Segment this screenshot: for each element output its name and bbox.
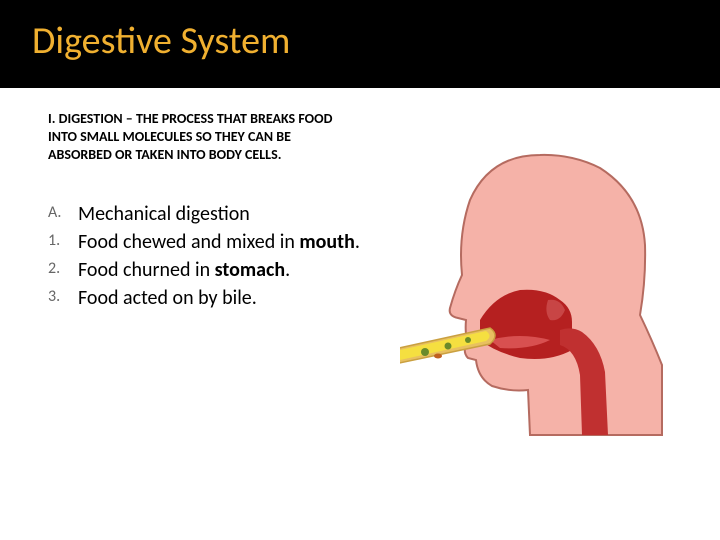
mechanical-digestion-list: A. Mechanical digestion 1. Food chewed a… [48, 201, 380, 311]
list-item-text: Mechanical digestion [78, 201, 250, 227]
list-item: 1. Food chewed and mixed in mouth. [48, 229, 380, 255]
list-marker: A. [48, 201, 78, 227]
list-item-text: Food acted on by bile. [78, 285, 257, 311]
head-skin-icon [450, 155, 662, 435]
pizza-topping-icon [421, 348, 429, 356]
pizza-topping-icon [465, 337, 471, 343]
pizza-topping-icon [445, 343, 452, 350]
definition-text: I. DIGESTION – THE PROCESS THAT BREAKS F… [48, 110, 380, 165]
header: Digestive System [0, 0, 720, 88]
page-title: Digestive System [32, 18, 720, 64]
list-marker: 2. [48, 257, 78, 283]
text-column: I. DIGESTION – THE PROCESS THAT BREAKS F… [0, 110, 380, 313]
list-item: A. Mechanical digestion [48, 201, 380, 227]
list-marker: 3. [48, 285, 78, 311]
list-marker: 1. [48, 229, 78, 255]
list-item: 2. Food churned in stomach. [48, 257, 380, 283]
head-diagram-icon [400, 140, 680, 460]
content-area: I. DIGESTION – THE PROCESS THAT BREAKS F… [0, 88, 720, 313]
list-item: 3. Food acted on by bile. [48, 285, 380, 311]
pizza-topping-icon [434, 354, 442, 359]
diagram-column [380, 110, 720, 313]
list-item-text: Food churned in stomach. [78, 257, 290, 283]
list-item-text: Food chewed and mixed in mouth. [78, 229, 360, 255]
